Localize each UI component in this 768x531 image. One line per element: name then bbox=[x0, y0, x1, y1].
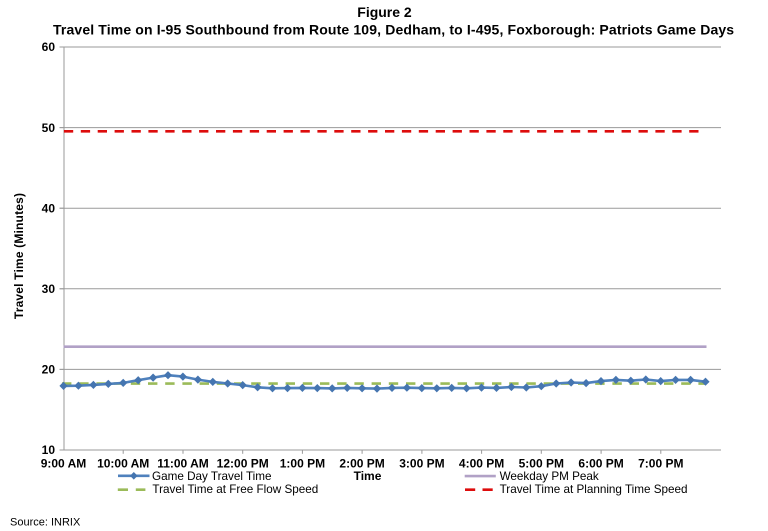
svg-text:9:00 AM: 9:00 AM bbox=[41, 457, 87, 471]
svg-text:7:00 PM: 7:00 PM bbox=[638, 457, 683, 471]
svg-text:Game Day Travel Time: Game Day Travel Time bbox=[152, 470, 272, 483]
svg-text:12:00 PM: 12:00 PM bbox=[217, 457, 269, 471]
svg-text:10: 10 bbox=[42, 443, 56, 457]
svg-text:Time: Time bbox=[354, 469, 382, 483]
svg-text:60: 60 bbox=[42, 40, 56, 54]
svg-text:Weekday PM Peak: Weekday PM Peak bbox=[500, 470, 599, 483]
svg-text:Figure 2: Figure 2 bbox=[357, 4, 412, 20]
svg-text:Source: INRIX: Source: INRIX bbox=[10, 516, 81, 528]
svg-text:10:00 AM: 10:00 AM bbox=[97, 457, 149, 471]
svg-text:40: 40 bbox=[42, 201, 56, 215]
svg-text:4:00 PM: 4:00 PM bbox=[459, 457, 504, 471]
svg-text:Travel Time on I-95 Southbound: Travel Time on I-95 Southbound from Rout… bbox=[53, 22, 734, 38]
svg-text:1:00 PM: 1:00 PM bbox=[280, 457, 325, 471]
svg-text:3:00 PM: 3:00 PM bbox=[399, 457, 444, 471]
svg-text:50: 50 bbox=[42, 121, 56, 135]
svg-text:20: 20 bbox=[42, 363, 56, 377]
svg-text:Travel Time at Free Flow Speed: Travel Time at Free Flow Speed bbox=[152, 483, 318, 496]
svg-text:5:00 PM: 5:00 PM bbox=[519, 457, 564, 471]
svg-text:11:00 AM: 11:00 AM bbox=[157, 457, 209, 471]
svg-text:6:00 PM: 6:00 PM bbox=[578, 457, 623, 471]
svg-text:2:00 PM: 2:00 PM bbox=[339, 457, 384, 471]
svg-text:Travel Time (Minutes): Travel Time (Minutes) bbox=[12, 193, 26, 319]
svg-text:30: 30 bbox=[42, 282, 56, 296]
svg-text:Travel Time at Planning Time S: Travel Time at Planning Time Speed bbox=[500, 483, 688, 496]
